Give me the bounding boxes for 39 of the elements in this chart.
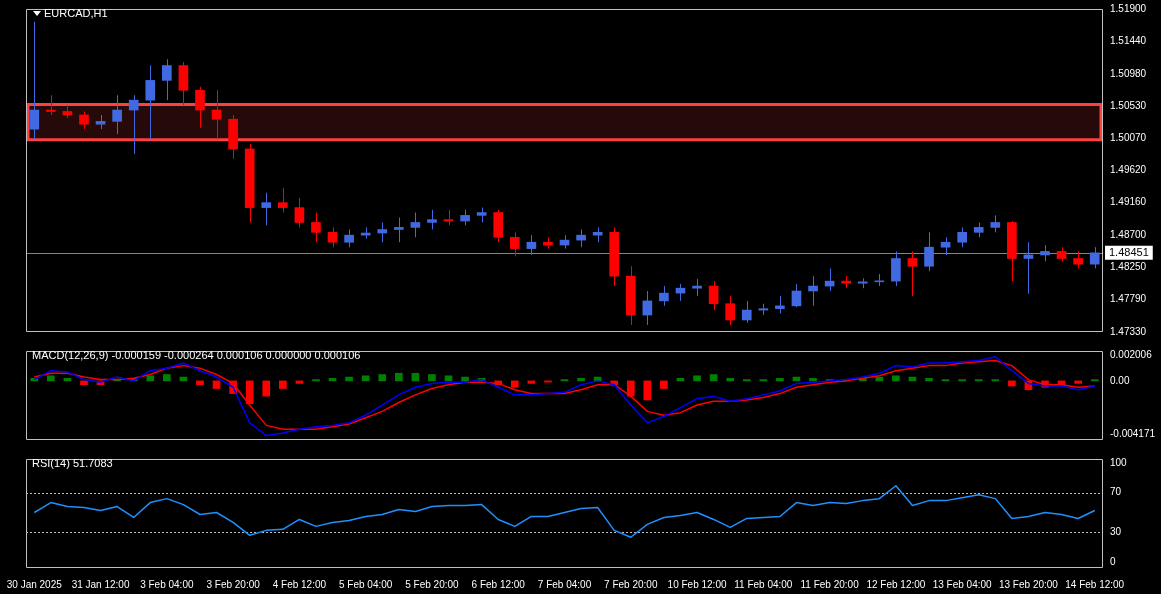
y-tick-label: 1.47330 [1110,325,1147,337]
x-tick-label: 3 Feb 20:00 [206,578,261,590]
y-tick-label: -0.004171 [1110,427,1156,439]
x-tick-label: 5 Feb 04:00 [338,578,393,590]
x-tick-label: 3 Feb 04:00 [140,578,194,590]
x-tick-label: 7 Feb 04:00 [537,578,592,590]
x-tick-label: 7 Feb 20:00 [604,578,658,590]
y-tick-label: 1.48250 [1110,260,1147,272]
y-tick-label: 1.49160 [1110,196,1147,208]
y-tick-label: 1.50980 [1110,67,1147,79]
x-tick-label: 11 Feb 04:00 [734,578,793,590]
x-tick-label: 11 Feb 20:00 [800,578,860,590]
ref-line-label: 1.48451 [1109,245,1149,258]
chart-title: MACD(12,26,9) -0.000159 -0.000264 0.000106 0.000000 0.000106 [32,349,361,361]
x-tick-label: 13 Feb 20:00 [998,578,1059,590]
y-tick-label: 1.51440 [1110,35,1147,47]
y-tick-label: 1.49620 [1110,163,1147,175]
x-tick-label: 31 Jan 12:00 [71,578,130,590]
x-tick-label: 6 Feb 12:00 [471,578,526,590]
y-tick-label: 1.50070 [1110,132,1147,144]
x-tick-label: 4 Feb 12:00 [272,578,327,590]
y-tick-label: 1.48700 [1110,228,1147,240]
y-tick-label: 1.47790 [1110,293,1147,305]
y-tick-label: 0 [1110,555,1116,567]
y-tick-label: 30 [1110,526,1122,538]
chart-title: EURCAD,H1 [44,7,108,19]
x-tick-label: 14 Feb 12:00 [1065,578,1125,590]
y-tick-label: 0.002006 [1110,349,1153,361]
y-tick-label: 100 [1110,456,1128,468]
y-tick-label: 1.51900 [1110,2,1147,14]
x-tick-label: 13 Feb 04:00 [932,578,993,590]
x-tick-label: 5 Feb 20:00 [405,578,460,590]
x-tick-label: 10 Feb 12:00 [667,578,727,590]
x-tick-label: 30 Jan 2025 [6,578,63,590]
chart-title: RSI(14) 51.7083 [32,457,113,469]
y-tick-label: 1.50530 [1110,99,1147,111]
y-tick-label: 70 [1110,486,1122,498]
x-tick-label: 12 Feb 12:00 [866,578,926,590]
y-tick-label: 0.00 [1110,374,1130,386]
